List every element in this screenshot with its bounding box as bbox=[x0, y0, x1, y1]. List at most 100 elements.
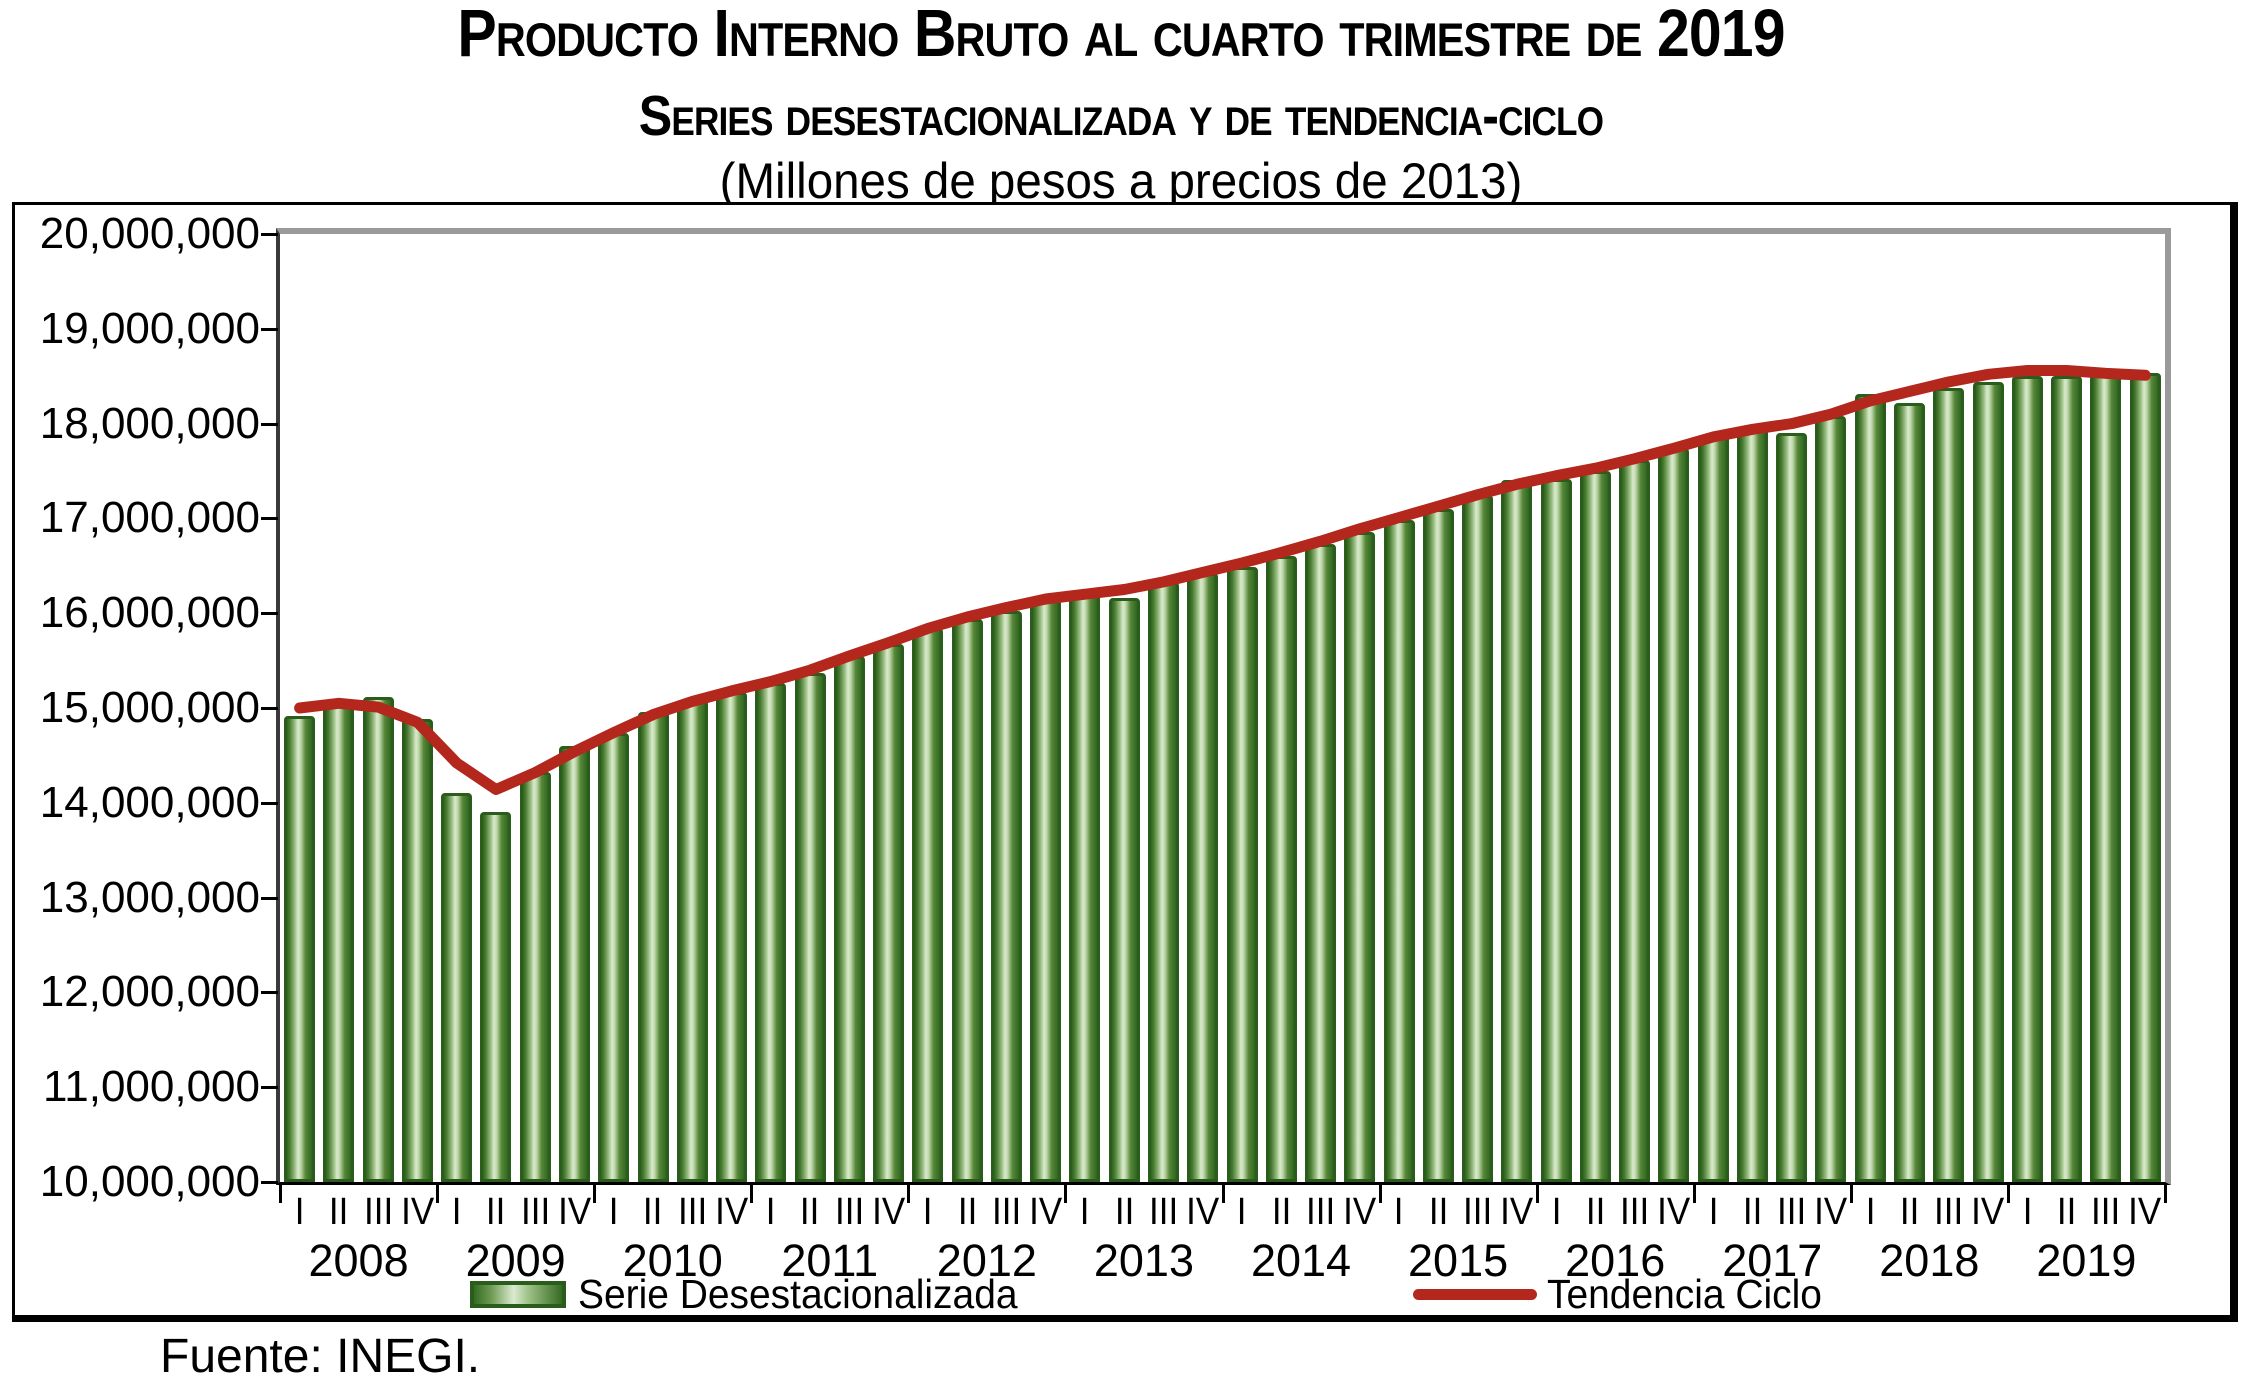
year-boundary-tick bbox=[1692, 1185, 1696, 1203]
bar-cell bbox=[1654, 234, 1693, 1182]
y-axis-tick-mark bbox=[261, 1181, 278, 1184]
bar bbox=[2129, 373, 2161, 1182]
quarter-label: II bbox=[957, 1191, 977, 1233]
bar bbox=[794, 673, 826, 1182]
year-boundary-tick bbox=[1221, 1185, 1225, 1203]
bar-cell bbox=[1537, 234, 1576, 1182]
bar-cell bbox=[948, 234, 987, 1182]
bar bbox=[1854, 394, 1886, 1182]
y-axis-tick-mark bbox=[261, 233, 278, 236]
y-axis-tick-mark bbox=[261, 896, 278, 900]
quarter-label: III bbox=[834, 1191, 864, 1233]
year-label: 2010 bbox=[622, 1235, 723, 1286]
year-label: 2016 bbox=[1565, 1235, 1666, 1286]
y-axis-tick-mark bbox=[261, 707, 278, 710]
bar-cell bbox=[830, 234, 869, 1182]
year-boundary-tick bbox=[750, 1185, 754, 1203]
y-axis-tick-mark bbox=[261, 1086, 278, 1090]
bar bbox=[755, 683, 787, 1182]
bar-cell bbox=[1929, 234, 1968, 1182]
bar-cell bbox=[1968, 234, 2007, 1182]
bar bbox=[441, 793, 473, 1182]
y-axis-tick-label: 15,000,000 bbox=[39, 683, 260, 732]
year-boundary-tick bbox=[1064, 1185, 1068, 1203]
year-boundary-tick bbox=[1849, 1185, 1853, 1203]
bar-cell bbox=[1144, 234, 1183, 1182]
legend-bar-label: Serie Desestacionalizada bbox=[578, 1271, 1018, 1317]
bar-cell bbox=[790, 234, 829, 1182]
bar bbox=[1305, 544, 1337, 1182]
quarter-label: I bbox=[1394, 1191, 1404, 1233]
bar bbox=[1108, 598, 1140, 1182]
bar bbox=[1972, 382, 2004, 1182]
bar-cell bbox=[1772, 234, 1811, 1182]
year-label: 2015 bbox=[1408, 1235, 1509, 1286]
year-boundary-tick bbox=[2006, 1185, 2010, 1203]
y-axis-tick-label: 11,000,000 bbox=[43, 1062, 260, 1112]
quarter-label: II bbox=[486, 1191, 506, 1233]
bar-cell bbox=[908, 234, 947, 1182]
bar-series bbox=[280, 234, 2165, 1182]
quarter-label: II bbox=[1742, 1191, 1763, 1233]
quarter-label: III bbox=[991, 1191, 1021, 1233]
bar-cell bbox=[1301, 234, 1340, 1182]
bar-cell bbox=[1379, 234, 1418, 1182]
legend-item-tendencia: Tendencia Ciclo bbox=[1413, 1273, 1836, 1315]
quarter-label: IV bbox=[1343, 1191, 1377, 1233]
year-label: 2019 bbox=[2036, 1235, 2137, 1286]
y-axis-tick-label: 16,000,000 bbox=[39, 588, 260, 638]
bar bbox=[1069, 594, 1101, 1182]
bar-cell bbox=[437, 234, 476, 1182]
quarter-label: II bbox=[1428, 1191, 1449, 1233]
y-axis-tick-mark bbox=[261, 801, 278, 805]
bar bbox=[2051, 376, 2083, 1182]
x-axis-year-labels: 2008 2009 2010 2011 2012 2013 2014 2015 2016 2017… bbox=[280, 1238, 2165, 1284]
quarter-label: I bbox=[1237, 1191, 1247, 1233]
bar-cell bbox=[1222, 234, 1261, 1182]
bar bbox=[676, 700, 708, 1182]
bar bbox=[519, 772, 551, 1182]
bar-cell bbox=[2125, 234, 2164, 1182]
legend-line-label: Tendencia Ciclo bbox=[1547, 1271, 1822, 1317]
quarter-label: IV bbox=[872, 1191, 906, 1233]
quarter-label: II bbox=[2056, 1191, 2077, 1233]
bar-cell bbox=[1811, 234, 1850, 1182]
y-axis-tick-label: 12,000,000 bbox=[39, 967, 260, 1017]
bar bbox=[323, 702, 355, 1182]
year-boundary-tick bbox=[2164, 1185, 2167, 1203]
bar-cell bbox=[1105, 234, 1144, 1182]
bar bbox=[833, 656, 865, 1182]
bar-cell bbox=[673, 234, 712, 1182]
bar bbox=[401, 719, 433, 1182]
bar bbox=[1462, 495, 1494, 1182]
quarter-label: III bbox=[1777, 1191, 1807, 1233]
bar bbox=[1265, 556, 1297, 1182]
quarter-label: I bbox=[1708, 1191, 1719, 1233]
quarter-label: II bbox=[1271, 1191, 1291, 1233]
bar bbox=[362, 697, 394, 1182]
quarter-label: III bbox=[1620, 1191, 1650, 1233]
bar-cell bbox=[280, 234, 319, 1182]
bar bbox=[558, 746, 590, 1182]
bar bbox=[637, 712, 669, 1182]
bar bbox=[598, 733, 630, 1182]
quarter-label: IV bbox=[2128, 1191, 2162, 1233]
x-axis-quarter-labels: I II III IV I II III IV I II III IV I II III IV I II III IV… bbox=[280, 1192, 2165, 1232]
bar bbox=[1619, 460, 1651, 1182]
quarter-label: III bbox=[363, 1191, 393, 1233]
quarter-label: III bbox=[677, 1191, 707, 1233]
trend-line bbox=[294, 365, 2151, 795]
legend-item-desestacionalizada: Serie Desestacionalizada bbox=[470, 1273, 1041, 1315]
bar bbox=[912, 628, 944, 1182]
bar-series-swatch-icon bbox=[470, 1280, 566, 1308]
quarter-label: II bbox=[1899, 1191, 1920, 1233]
quarter-label: IV bbox=[557, 1191, 592, 1233]
quarter-label: IV bbox=[1814, 1191, 1848, 1233]
y-axis-tick-label: 19,000,000 bbox=[39, 303, 260, 353]
bar bbox=[1422, 509, 1454, 1182]
quarter-label: IV bbox=[1186, 1191, 1220, 1233]
bar-cell bbox=[1615, 234, 1654, 1182]
quarter-label: II bbox=[800, 1191, 820, 1233]
bar-cell bbox=[1576, 234, 1615, 1182]
y-axis-tick-label: 10,000,000 bbox=[39, 1157, 260, 1206]
